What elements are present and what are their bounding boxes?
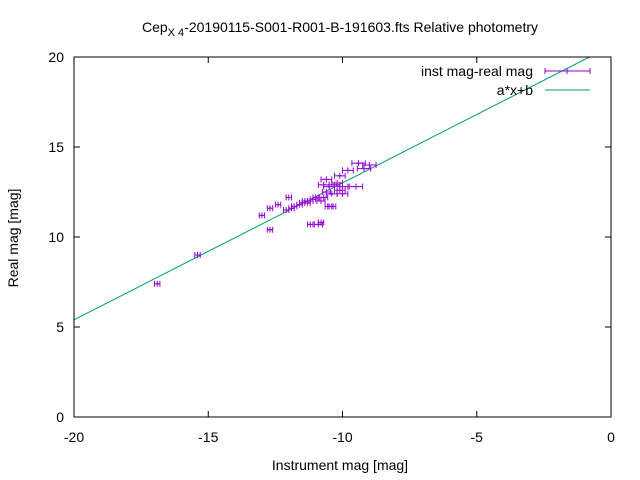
data-point — [333, 172, 346, 179]
chart-legend: inst mag-real mag a*x+b — [421, 63, 591, 98]
title-prefix: Cep — [142, 19, 168, 35]
data-point — [194, 252, 201, 258]
data-point — [336, 190, 349, 197]
x-tick-label: -5 — [471, 429, 484, 445]
chart-title: CepX 4-20190115-S001-R001-B-191603.fts R… — [142, 19, 538, 39]
data-point — [266, 205, 274, 212]
legend-label-points: inst mag-real mag — [421, 63, 533, 79]
title-suffix: -20190115-S001-R001-B-191603.fts Relativ… — [184, 19, 538, 35]
data-point — [327, 203, 337, 210]
legend-label-fit: a*x+b — [497, 82, 533, 98]
data-point — [320, 176, 333, 183]
data-point — [312, 194, 319, 201]
data-point — [285, 194, 292, 201]
x-tick-label: -10 — [332, 429, 352, 445]
plot-area — [73, 56, 590, 321]
data-point — [316, 198, 326, 204]
y-tick-label: 15 — [48, 139, 64, 155]
x-tick-label: -20 — [64, 429, 84, 445]
data-point — [317, 219, 325, 226]
data-point — [319, 194, 329, 201]
data-point — [362, 162, 377, 168]
title-subscript: X 4 — [168, 27, 185, 39]
legend-swatch-points — [544, 68, 591, 74]
data-point — [333, 187, 346, 194]
data-point — [258, 212, 266, 219]
data-point — [356, 165, 372, 172]
data-point — [274, 201, 282, 208]
data-point — [154, 280, 161, 287]
data-point — [342, 167, 354, 174]
x-axis-label: Instrument mag [mag] — [272, 457, 408, 473]
x-tick-label: -15 — [198, 429, 218, 445]
y-axis-label: Real mag [mag] — [5, 189, 21, 288]
data-point — [266, 226, 274, 233]
y-tick-label: 0 — [56, 409, 64, 425]
data-point — [348, 183, 364, 190]
data-point — [336, 183, 349, 190]
data-point — [307, 221, 314, 228]
y-tick-label: 20 — [48, 49, 64, 65]
y-tick-label: 10 — [48, 229, 64, 245]
x-tick-label: 0 — [607, 429, 615, 445]
fit-line — [73, 56, 590, 321]
y-tick-label: 5 — [56, 319, 64, 335]
axis-ticks: -20 -15 -10 -5 0 0 5 10 15 20 — [48, 49, 615, 445]
plot-frame — [73, 56, 612, 418]
data-point — [282, 207, 290, 213]
